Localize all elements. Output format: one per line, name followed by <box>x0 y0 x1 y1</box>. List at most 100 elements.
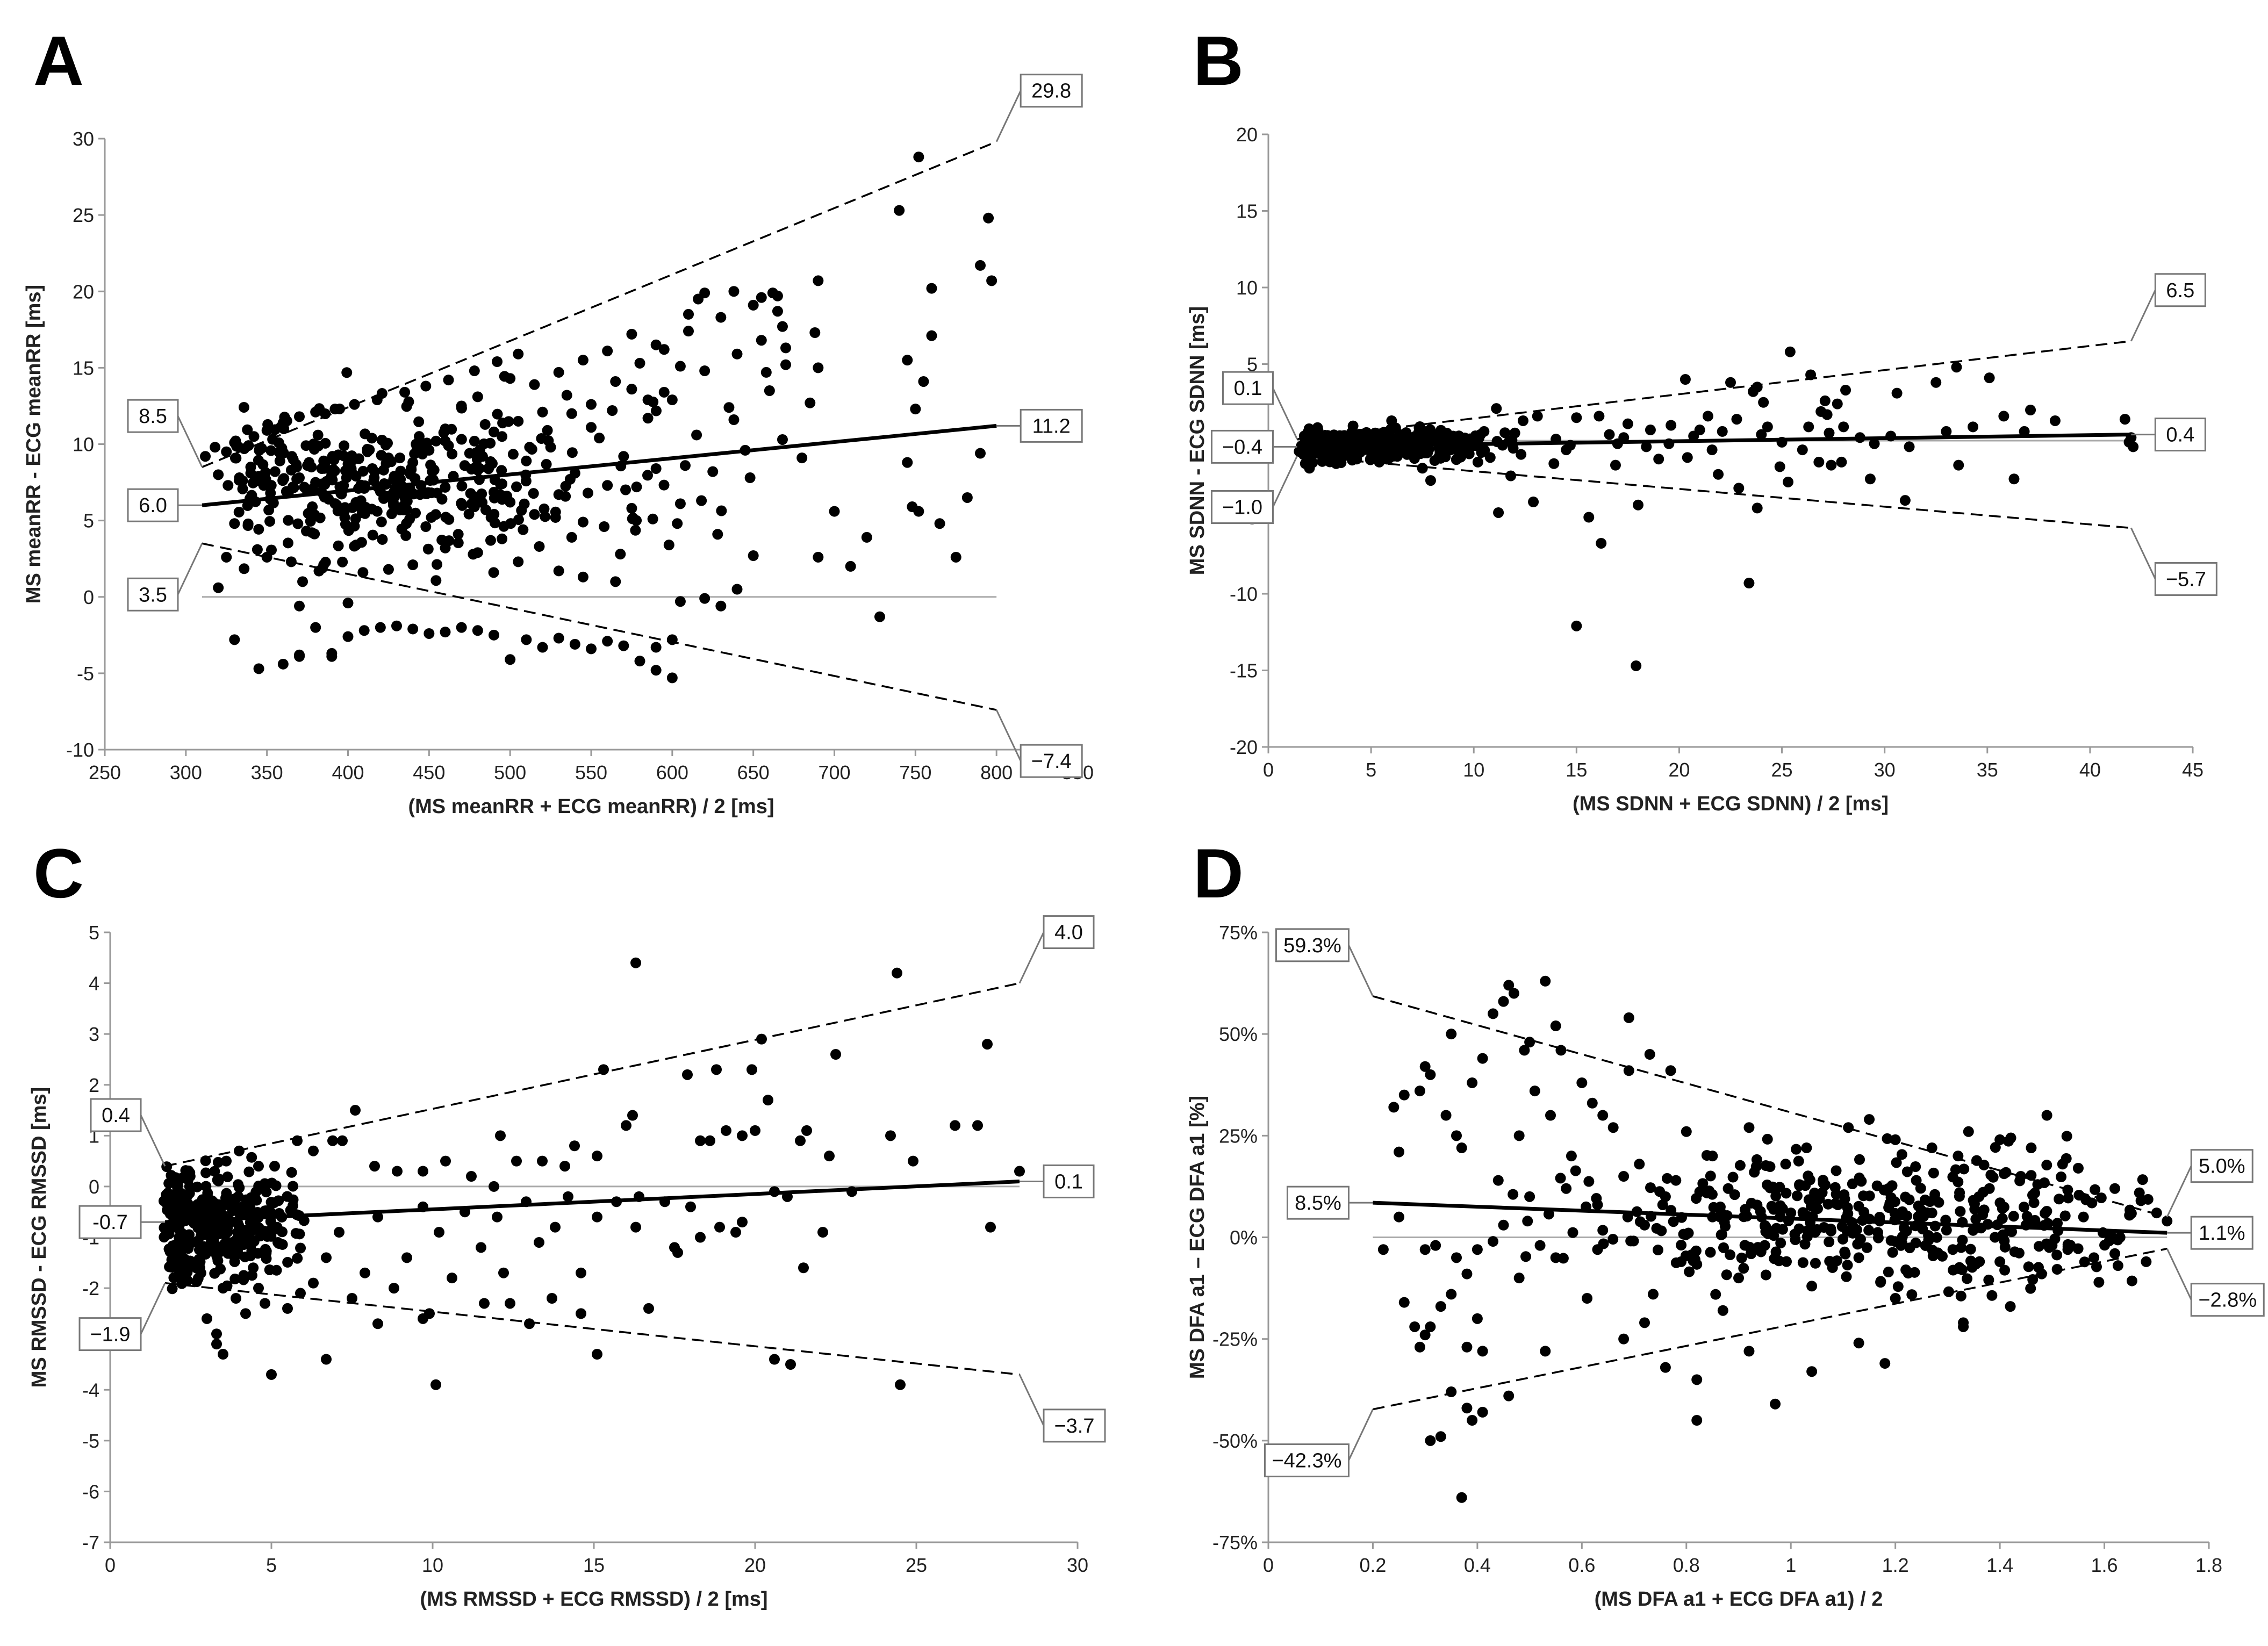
data-point <box>1958 1163 1970 1175</box>
data-point <box>1540 1346 1551 1357</box>
data-point <box>972 1120 983 1131</box>
data-point <box>1597 1225 1609 1236</box>
data-point <box>2051 1249 2063 1261</box>
data-point <box>362 444 373 455</box>
data-point <box>489 492 500 504</box>
data-point <box>498 1267 509 1278</box>
data-point <box>1774 1182 1785 1193</box>
data-point <box>1987 1171 1999 1183</box>
data-point <box>1508 1189 1519 1200</box>
data-point <box>547 1293 557 1304</box>
data-point <box>424 628 435 639</box>
data-point <box>830 1049 841 1060</box>
y-tick-label: 50% <box>1219 1023 1258 1045</box>
data-point <box>282 537 293 549</box>
data-point <box>634 357 645 369</box>
data-point <box>1752 502 1763 514</box>
callout-value: −5.7 <box>2166 568 2206 591</box>
callout-box <box>90 1098 142 1132</box>
y-tick-label: -5 <box>82 1430 99 1452</box>
data-point <box>1839 1194 1850 1205</box>
data-point <box>1755 1246 1767 1257</box>
data-point <box>233 506 245 517</box>
data-point <box>1721 1269 1732 1281</box>
data-point <box>1543 1209 1554 1220</box>
data-point <box>569 1140 580 1152</box>
data-point <box>669 1242 680 1253</box>
data-point <box>1382 449 1393 460</box>
data-point <box>730 1227 741 1238</box>
data-point <box>602 636 613 647</box>
data-point <box>650 405 662 416</box>
data-point <box>488 567 499 578</box>
callout-leader <box>177 415 203 468</box>
callout-box <box>1275 928 1350 962</box>
data-point <box>650 463 662 474</box>
data-point <box>499 371 510 382</box>
data-point <box>410 507 421 519</box>
data-point <box>516 505 527 516</box>
data-point <box>728 414 740 426</box>
data-point <box>1492 1175 1504 1186</box>
callout-value: 11.2 <box>1032 415 1071 437</box>
data-point <box>338 450 349 462</box>
data-point <box>1990 1142 2001 1153</box>
data-point <box>466 498 477 509</box>
data-point <box>230 435 241 447</box>
data-point <box>599 521 610 532</box>
data-point <box>747 1064 757 1075</box>
data-point <box>1941 426 1952 437</box>
data-point <box>950 1120 960 1131</box>
data-point <box>215 1263 226 1275</box>
data-point <box>1774 1255 1785 1267</box>
data-point <box>2141 1256 2152 1267</box>
data-point <box>1770 1190 1782 1202</box>
data-point <box>626 328 637 340</box>
data-point <box>1998 1202 2009 1213</box>
data-point <box>1346 428 1358 440</box>
data-point <box>1446 1289 1457 1300</box>
data-point <box>2061 1153 2072 1164</box>
data-point <box>1943 1286 1954 1297</box>
data-point <box>266 1177 277 1189</box>
data-point <box>183 1174 194 1185</box>
x-tick-label: 1 <box>1785 1554 1796 1576</box>
data-point <box>1984 372 1995 384</box>
data-point <box>446 423 457 435</box>
data-point <box>513 415 524 427</box>
data-point <box>422 543 434 555</box>
data-point <box>529 379 540 390</box>
data-point <box>2018 1202 2029 1213</box>
data-point <box>610 376 621 387</box>
data-point <box>707 466 719 477</box>
data-point <box>1484 452 1496 463</box>
data-point <box>691 429 702 441</box>
data-point <box>369 472 380 483</box>
y-tick-label: 25% <box>1219 1125 1258 1147</box>
x-tick-label: 600 <box>656 761 688 784</box>
data-point <box>1645 1182 1656 1194</box>
data-point <box>674 361 686 372</box>
data-point <box>158 1195 169 1206</box>
data-point <box>456 402 467 414</box>
data-point <box>518 524 529 535</box>
data-point <box>534 1237 544 1248</box>
data-point <box>1998 1168 2009 1180</box>
data-point <box>1838 421 1849 433</box>
data-point <box>1708 1202 1719 1213</box>
data-point <box>213 1175 224 1187</box>
data-point <box>550 1221 561 1233</box>
data-point <box>1864 1114 1875 1125</box>
data-point <box>265 487 276 499</box>
data-point <box>432 559 443 570</box>
panel-d-label: D <box>1193 834 1244 912</box>
data-point <box>399 386 411 398</box>
data-point <box>1837 1233 1848 1245</box>
y-tick-label: 25 <box>73 204 94 226</box>
data-point <box>715 312 727 323</box>
data-point <box>809 327 821 338</box>
data-point <box>251 1195 262 1206</box>
data-point <box>1516 449 1527 460</box>
data-point <box>1717 1305 1728 1316</box>
data-point <box>586 399 597 410</box>
